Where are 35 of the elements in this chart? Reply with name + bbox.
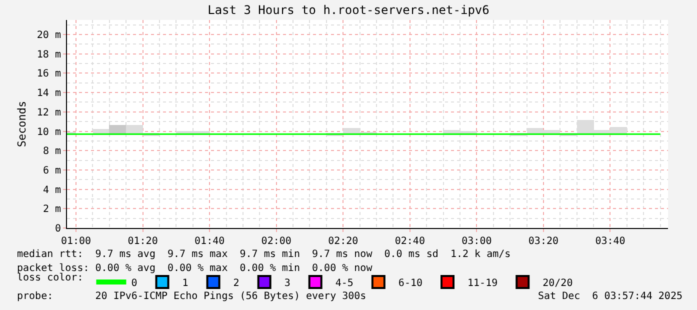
x-tick-label: 01:00 — [60, 236, 92, 247]
text: Sat Dec 6 03:57:44 2025 — [538, 291, 682, 302]
x-tick-label: 03:40 — [595, 236, 626, 247]
text: median rtt: 9.7 ms avg 9.7 ms max 9.7 ms min 9.7 ms now 0.0 ms sd 1.2 k am/s — [17, 249, 511, 260]
x-tick-label: 03:00 — [462, 236, 492, 247]
chart-title: Last 3 Hours to h.root-servers.net-ipv6 — [208, 3, 490, 18]
y-tick-label: 16 m — [36, 68, 61, 80]
y-tick-label: 14 m — [36, 88, 61, 100]
y-tick-label: 12 m — [36, 107, 61, 118]
legend-label: 11-19 — [468, 278, 498, 289]
legend-label: 6-10 — [398, 278, 423, 289]
text: probe: 20 IPv6-ICMP Echo Pings (56 Bytes) every 300s — [17, 291, 366, 302]
x-tick-label: 03:20 — [528, 236, 559, 247]
y-tick-label: 0 — [54, 224, 61, 234]
y-tick-label: 6 m — [42, 165, 61, 176]
y-axis-title: Seconds — [16, 100, 29, 148]
y-tick-label: 2 m — [42, 204, 61, 216]
legend-label: 20/20 — [542, 278, 573, 289]
legend-label: 2 — [233, 278, 240, 289]
legend-label: 1 — [182, 278, 188, 289]
x-tick-label: 02:00 — [261, 236, 292, 247]
x-tick-label: 02:20 — [328, 236, 358, 247]
y-tick-label: 4 m — [42, 184, 61, 196]
x-tick-label: 02:40 — [394, 236, 425, 247]
legend-title: loss color: — [17, 272, 84, 284]
legend-label: 4-5 — [335, 278, 354, 289]
y-tick-label: 10 m — [36, 126, 61, 138]
text: packet loss: 0.00 % avg 0.00 % max 0.00 % min 0.00 % now — [17, 263, 374, 274]
y-tick-label: 18 m — [36, 49, 61, 60]
legend-label: 3 — [284, 278, 290, 289]
x-tick-label: 01:40 — [194, 236, 225, 247]
x-tick-label: 01:20 — [128, 236, 158, 247]
y-tick-label: 20 m — [36, 30, 61, 42]
y-tick-label: 8 m — [42, 146, 61, 158]
legend-label: 0 — [131, 278, 138, 289]
